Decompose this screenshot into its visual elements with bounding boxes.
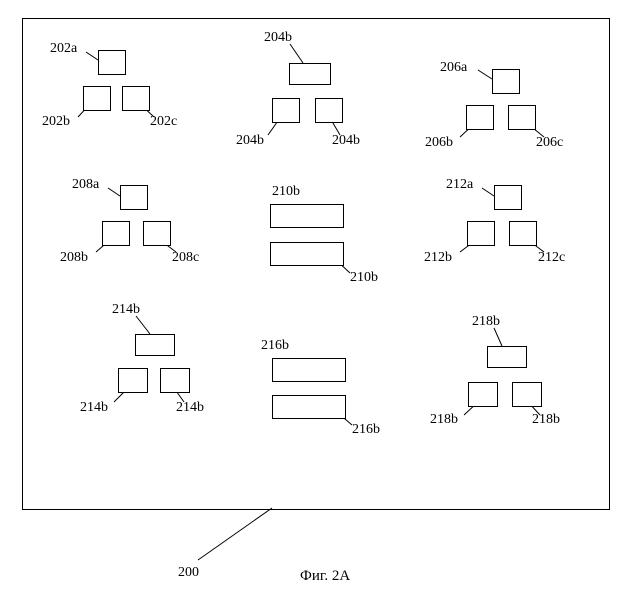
figure-caption: Фиг. 2A [300, 568, 350, 585]
frame-label: 200 [178, 565, 199, 581]
outer-frame [22, 18, 610, 510]
frame-leader [198, 508, 272, 560]
